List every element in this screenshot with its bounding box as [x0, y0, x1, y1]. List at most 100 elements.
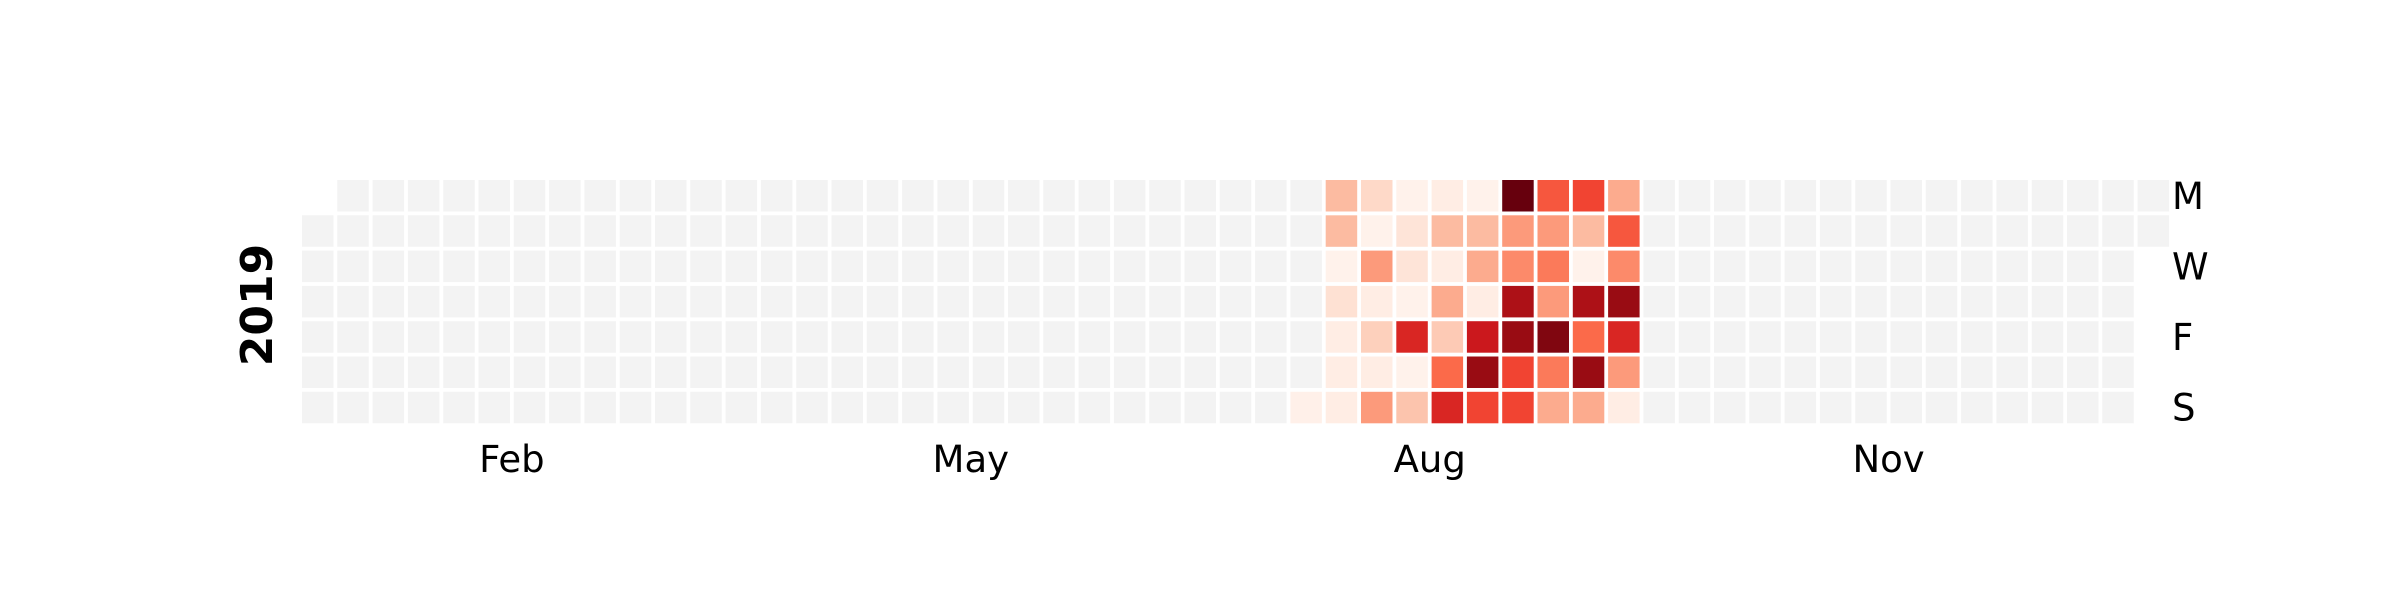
- heatmap-cell: [831, 180, 863, 212]
- heatmap-cell: [302, 321, 334, 353]
- heatmap-cell: [1749, 356, 1781, 388]
- heatmap-cell: [972, 356, 1005, 388]
- heatmap-cell: [725, 356, 758, 388]
- heatmap-cell: [831, 285, 863, 318]
- heatmap-cell: [619, 285, 652, 318]
- heatmap-cell: [1714, 391, 1746, 424]
- heatmap-cell: [1855, 321, 1887, 353]
- heatmap-cell: [796, 180, 828, 212]
- heatmap-cell: [1925, 215, 1958, 247]
- heatmap-cell: [655, 285, 687, 318]
- heatmap-cell: [1925, 321, 1958, 353]
- heatmap-cell: [2137, 180, 2170, 212]
- heatmap-cell: [407, 215, 440, 247]
- heatmap-cell: [1572, 180, 1605, 212]
- heatmap-cell: [1925, 285, 1958, 318]
- heatmap-cell: [866, 285, 899, 318]
- heatmap-cell: [1078, 250, 1111, 283]
- heatmap-cell: [1219, 215, 1252, 247]
- heatmap-cell: [1502, 391, 1534, 424]
- heatmap-cell: [1290, 391, 1322, 424]
- heatmap-cell: [2137, 215, 2170, 247]
- heatmap-cell: [760, 215, 793, 247]
- heatmap-cell: [584, 250, 616, 283]
- heatmap-cell: [690, 391, 722, 424]
- heatmap-cell: [937, 250, 969, 283]
- day-label: W: [2172, 245, 2209, 288]
- heatmap-cell: [1819, 356, 1852, 388]
- heatmap-cell: [1113, 391, 1146, 424]
- heatmap-cell: [725, 215, 758, 247]
- heatmap-cell: [1608, 250, 1640, 283]
- heatmap-cell: [831, 321, 863, 353]
- heatmap-cell: [2067, 215, 2099, 247]
- heatmap-cell: [1961, 391, 1993, 424]
- heatmap-cell: [1678, 321, 1711, 353]
- heatmap-cell: [1008, 356, 1040, 388]
- heatmap-cell: [1219, 180, 1252, 212]
- heatmap-cell: [831, 215, 863, 247]
- heatmap-cell: [655, 321, 687, 353]
- heatmap-cell: [1678, 250, 1711, 283]
- heatmap-cell: [1996, 215, 2028, 247]
- heatmap-cell: [1819, 321, 1852, 353]
- heatmap-cell: [1749, 215, 1781, 247]
- heatmap-cell: [1325, 180, 1358, 212]
- heatmap-cell: [831, 356, 863, 388]
- heatmap-cell: [1643, 391, 1675, 424]
- heatmap-cell: [760, 285, 793, 318]
- year-label: 2019: [232, 244, 283, 366]
- heatmap-cell: [1008, 180, 1040, 212]
- heatmap-cell: [1925, 250, 1958, 283]
- heatmap-cell: [407, 250, 440, 283]
- heatmap-cell: [1784, 356, 1817, 388]
- heatmap-cell: [937, 285, 969, 318]
- heatmap-cell: [1643, 180, 1675, 212]
- heatmap-cell: [1290, 215, 1322, 247]
- heatmap-cell: [513, 215, 546, 247]
- heatmap-cell: [2031, 285, 2064, 318]
- heatmap-cell: [1643, 356, 1675, 388]
- heatmap-cell: [1537, 321, 1569, 353]
- heatmap-cell: [725, 180, 758, 212]
- heatmap-cell: [866, 250, 899, 283]
- heatmap-cell: [1219, 356, 1252, 388]
- heatmap-cell: [549, 180, 581, 212]
- heatmap-cell: [1431, 285, 1464, 318]
- heatmap-cell: [337, 180, 369, 212]
- heatmap-cell: [1572, 250, 1605, 283]
- heatmap-cell: [1325, 356, 1358, 388]
- heatmap-cell: [1043, 250, 1075, 283]
- heatmap-cell: [1784, 285, 1817, 318]
- heatmap-cell: [725, 250, 758, 283]
- heatmap-cell: [1608, 391, 1640, 424]
- heatmap-cell: [478, 215, 510, 247]
- heatmap-cell: [902, 215, 934, 247]
- heatmap-cell: [1961, 321, 1993, 353]
- heatmap-cell: [1078, 356, 1111, 388]
- heatmap-cell: [972, 180, 1005, 212]
- heatmap-cell: [760, 250, 793, 283]
- heatmap-cell: [2102, 215, 2134, 247]
- heatmap-cell: [1714, 285, 1746, 318]
- month-labels: Feb May Aug Nov: [479, 438, 1925, 481]
- heatmap-cell: [2102, 180, 2134, 212]
- heatmap-cell: [1537, 250, 1569, 283]
- heatmap-cell: [2067, 356, 2099, 388]
- month-label: Feb: [479, 438, 545, 481]
- heatmap-cell: [725, 321, 758, 353]
- heatmap-cell: [584, 356, 616, 388]
- heatmap-cell: [1219, 285, 1252, 318]
- heatmap-cell: [1537, 391, 1569, 424]
- heatmap-cell: [1572, 215, 1605, 247]
- heatmap-cell: [337, 285, 369, 318]
- heatmap-cell: [1819, 285, 1852, 318]
- heatmap-cell: [443, 356, 475, 388]
- heatmap-cell: [2031, 180, 2064, 212]
- heatmap-cell: [655, 250, 687, 283]
- heatmap-cell: [513, 321, 546, 353]
- heatmap-cell: [1255, 215, 1287, 247]
- heatmap-cell: [1961, 285, 1993, 318]
- heatmap-cell: [1431, 250, 1464, 283]
